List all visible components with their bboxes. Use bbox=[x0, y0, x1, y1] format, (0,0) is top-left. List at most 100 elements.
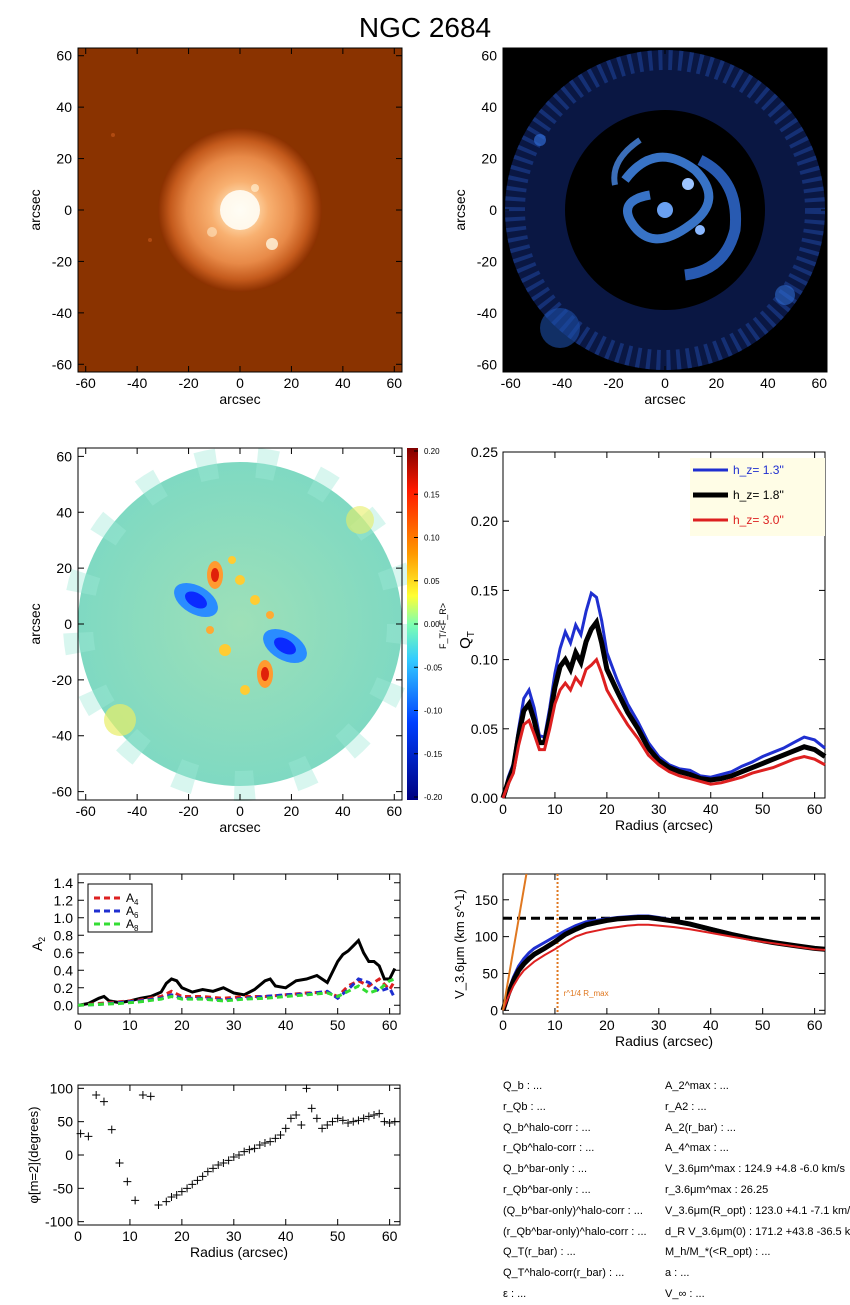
a2-legend-sub: 6 bbox=[134, 911, 139, 920]
a2-series-line bbox=[77, 937, 397, 1007]
qt-xtick-label: 30 bbox=[651, 801, 667, 817]
phase-point bbox=[250, 1144, 259, 1153]
image2-ylabel: arcsec bbox=[452, 189, 468, 230]
qt-legend: h_z= 1.3'' h_z= 1.8'' h_z= 3.0'' bbox=[690, 458, 825, 536]
phase-xtick-label: 0 bbox=[74, 1228, 82, 1244]
image3-xtick-label: -60 bbox=[76, 803, 96, 819]
phase-ylabel: φ[m=2](degrees) bbox=[26, 1107, 41, 1204]
colorbar-tick-label: -0.20 bbox=[424, 793, 443, 802]
image3-ytick-label: 0 bbox=[64, 616, 72, 632]
phase-point bbox=[235, 1151, 243, 1159]
a2-legend-sub: 8 bbox=[134, 924, 139, 933]
phase-ytick-label: 100 bbox=[50, 1080, 74, 1096]
page-title: NGC 2684 bbox=[358, 12, 492, 43]
right-param: A_2(r_bar) : ... bbox=[665, 1121, 736, 1134]
rot-xtick-label: 10 bbox=[547, 1017, 563, 1033]
image-panels: -60-60-40-40-20-2000202040406060arcsecar… bbox=[27, 47, 828, 835]
qt-ytick-label: 0.15 bbox=[471, 582, 498, 598]
phase-point bbox=[370, 1111, 379, 1119]
image3-ytick-label: -20 bbox=[52, 672, 72, 688]
a2-ytick-label: 0.0 bbox=[54, 997, 74, 1013]
phase-point bbox=[286, 1114, 295, 1123]
right-param: V_∞ : ... bbox=[665, 1287, 705, 1300]
phase-point bbox=[375, 1109, 384, 1118]
image3-ytick-label: 20 bbox=[56, 560, 72, 576]
phase-point bbox=[359, 1114, 368, 1123]
phase-point bbox=[138, 1091, 147, 1099]
colorbar-tick-label: -0.05 bbox=[424, 663, 443, 672]
image2-ytick-label: 0 bbox=[489, 202, 497, 218]
right-param: V_3.6μm(R_opt) : 123.0 +4.1 -7.1 km/s bbox=[665, 1204, 850, 1217]
phase-point bbox=[224, 1156, 233, 1165]
a2-ylabel-sub: 2 bbox=[37, 937, 47, 942]
phase-point bbox=[162, 1197, 171, 1206]
phase-point bbox=[172, 1191, 181, 1199]
image1-xtick-label: 0 bbox=[236, 375, 244, 391]
phase-point bbox=[99, 1097, 108, 1106]
a2-ytick-label: 0.4 bbox=[54, 962, 74, 978]
image3-xtick-label: 40 bbox=[335, 803, 351, 819]
a2-ytick-label: 0.2 bbox=[54, 980, 74, 996]
image3-xtick-label: 60 bbox=[386, 803, 402, 819]
left-param: ε : ... bbox=[503, 1287, 527, 1300]
image3-xtick-label: 0 bbox=[236, 803, 244, 819]
colorbar-tick-label: 0.10 bbox=[424, 534, 440, 543]
phase-point bbox=[276, 1131, 285, 1139]
phase-point bbox=[214, 1161, 223, 1169]
image2-xtick-label: -20 bbox=[603, 375, 623, 391]
phase-ytick-label: 0 bbox=[65, 1147, 73, 1163]
chart-panels: 0 10 20 30 40 50 600.000.050.100.150.200.25Rad… bbox=[26, 444, 827, 1260]
phase-point bbox=[203, 1167, 212, 1176]
a2-ytick-label: 0.6 bbox=[54, 945, 74, 961]
rot-xtick-label: 20 bbox=[599, 1017, 615, 1033]
phase-point bbox=[198, 1172, 207, 1181]
phase-point bbox=[92, 1091, 101, 1099]
rot-series-line bbox=[500, 915, 826, 1012]
qt-series-line bbox=[500, 616, 827, 799]
phase-chart: 0 10 20 30 40 50 60 -100 -50 0 50 100 Radius (arcsec… bbox=[26, 1080, 401, 1260]
a2-xtick-label: 40 bbox=[278, 1017, 294, 1033]
galaxy-3p6um-image bbox=[78, 48, 402, 372]
qt-ytick-label: 0.10 bbox=[471, 652, 498, 668]
image3-ytick-label: -60 bbox=[52, 784, 72, 800]
left-param: Q_b^halo-corr : ... bbox=[503, 1121, 591, 1134]
image1-xtick-label: 40 bbox=[335, 375, 351, 391]
phase-point bbox=[240, 1147, 249, 1156]
phase-point bbox=[390, 1117, 399, 1126]
qt-frame bbox=[502, 451, 826, 799]
qt-xtick-label: 20 bbox=[599, 801, 615, 817]
right-param: A_2^max : ... bbox=[665, 1080, 729, 1092]
qt-chart: 0 10 20 30 40 50 60 0.00 0.05 0.10 0.15 0.20 0.25 Rad… bbox=[457, 444, 827, 833]
a2-ytick-label: 0.8 bbox=[54, 927, 74, 943]
phase-point bbox=[146, 1092, 155, 1101]
rotation-curve-chart: 0 10 20 30 40 50 60 0 50 100 150 Radius (arcsec) r^1… bbox=[452, 873, 826, 1049]
image3-xtick-label: 20 bbox=[284, 803, 300, 819]
image1-ytick-label: 40 bbox=[56, 99, 72, 115]
phase-point bbox=[292, 1111, 301, 1119]
force-map-heatmap bbox=[63, 447, 418, 801]
right-param: M_h/M_*(<R_opt) : ... bbox=[665, 1246, 771, 1259]
a2-chart: 0 10 20 30 40 50 60 0.00.2 0.40.6 0.81.0 1.21.4 A2 A… bbox=[29, 873, 401, 1033]
left-param: (Q_b^bar-only)^halo-corr : ... bbox=[503, 1204, 643, 1217]
left-param: (r_Qb^bar-only)^halo-corr : ... bbox=[503, 1225, 647, 1238]
right-param: r_A2 : ... bbox=[665, 1100, 707, 1113]
image3-ytick-label: 40 bbox=[56, 504, 72, 520]
phase-point bbox=[123, 1177, 132, 1186]
phase-xtick-label: 50 bbox=[330, 1228, 346, 1244]
phase-point bbox=[297, 1121, 306, 1129]
rot-ytick-label: 0 bbox=[490, 1002, 498, 1018]
image2-xtick-label: 20 bbox=[709, 375, 725, 391]
image1-xtick-label: 20 bbox=[284, 375, 300, 391]
phase-point bbox=[260, 1139, 269, 1147]
colorbar-label: F_T/<F_R> bbox=[438, 603, 448, 649]
qt-ytick-label: 0.20 bbox=[471, 513, 498, 529]
a2-xtick-label: 60 bbox=[382, 1017, 398, 1033]
qt-ytick-label: 0.00 bbox=[471, 790, 498, 806]
qt-legend-label: h_z= 3.0'' bbox=[733, 513, 784, 527]
phase-point bbox=[271, 1134, 280, 1143]
rot-vline-label: r^1/4 R_max bbox=[564, 989, 609, 998]
params-left: Q_b : ... r_Qb : ... Q_b^halo-corr : ... r_… bbox=[503, 1076, 647, 1305]
phase-point bbox=[154, 1201, 163, 1209]
phase-point bbox=[385, 1119, 394, 1127]
